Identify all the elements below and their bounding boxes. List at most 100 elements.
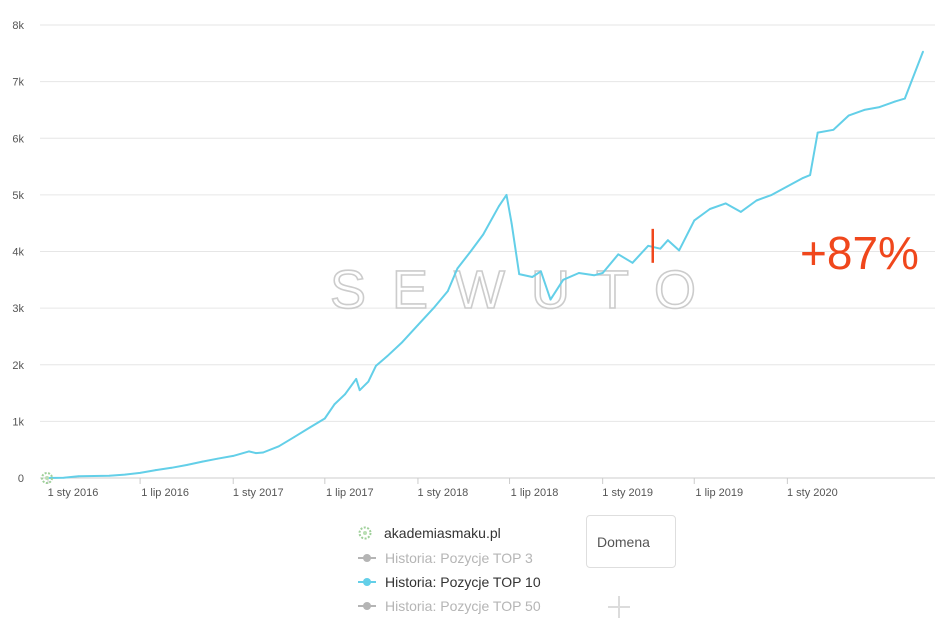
legend: akademiasmaku.pl Historia: Pozycje TOP 3…	[358, 520, 588, 618]
data-point	[659, 247, 662, 250]
data-point	[367, 380, 370, 383]
event-marker	[41, 228, 655, 484]
data-point	[847, 114, 850, 117]
data-point	[505, 193, 508, 196]
data-point	[108, 474, 111, 477]
data-point	[170, 466, 173, 469]
domain-favicon-icon	[41, 472, 53, 484]
data-point	[755, 199, 758, 202]
data-point	[248, 450, 250, 453]
x-tick-label: 1 lip 2018	[511, 487, 559, 499]
data-point	[709, 208, 711, 210]
data-point	[562, 278, 565, 281]
legend-line-icon	[358, 577, 376, 587]
data-point	[456, 267, 459, 270]
legend-line-icon	[358, 601, 376, 611]
growth-label: +87%	[800, 227, 919, 279]
data-point	[531, 276, 534, 278]
series-path	[47, 51, 924, 479]
data-point	[593, 274, 595, 277]
x-tick-label: 1 lip 2016	[141, 487, 189, 499]
data-point	[802, 176, 804, 179]
y-tick-label: 5k	[12, 190, 24, 202]
data-point	[255, 452, 257, 454]
legend-item-top50[interactable]: Historia: Pozycje TOP 50	[358, 594, 588, 618]
data-point	[375, 364, 377, 367]
y-tick-label: 0	[18, 473, 24, 485]
data-point	[809, 174, 812, 176]
data-point	[770, 193, 773, 196]
data-point	[446, 290, 449, 293]
data-point	[386, 355, 388, 358]
data-point	[355, 378, 358, 380]
data-point	[878, 106, 881, 109]
legend-item-label: Historia: Pozycje TOP 3	[385, 550, 533, 566]
y-tick-label: 8k	[12, 20, 24, 32]
y-tick-label: 6k	[12, 133, 24, 145]
data-point	[724, 202, 727, 205]
data-point	[262, 451, 264, 454]
data-point	[401, 341, 404, 343]
data-point	[518, 273, 521, 276]
data-point	[816, 131, 819, 134]
data-point	[667, 239, 669, 242]
y-tick-label: 3k	[12, 303, 24, 315]
data-point	[739, 210, 742, 213]
add-domain-plus-icon[interactable]	[606, 594, 632, 620]
data-point	[333, 403, 336, 406]
watermark-logo: SEWUTO	[329, 259, 722, 321]
x-axis: 1 sty 2016 1 lip 2016 1 sty 2017 1 lip 2017…	[47, 478, 838, 499]
data-point	[358, 389, 361, 392]
data-point	[344, 393, 346, 396]
data-point	[277, 445, 280, 448]
grid-lines	[40, 24, 935, 479]
x-tick-label: 1 lip 2017	[326, 487, 374, 499]
data-point	[922, 50, 924, 53]
data-point	[154, 469, 157, 471]
data-point	[903, 97, 906, 100]
y-tick-label: 7k	[12, 77, 24, 89]
y-tick-label: 1k	[12, 416, 24, 428]
domain-input[interactable]: Domena	[586, 515, 676, 568]
legend-item-top10[interactable]: Historia: Pozycje TOP 10	[358, 570, 588, 594]
data-point	[469, 250, 472, 253]
data-point	[498, 205, 500, 208]
data-point	[417, 324, 419, 327]
data-point	[323, 417, 326, 420]
x-tick-label: 1 sty 2019	[602, 487, 653, 499]
legend-item-label: Historia: Pozycje TOP 10	[385, 574, 541, 590]
data-point	[577, 272, 580, 274]
data-point	[139, 472, 142, 474]
data-point	[482, 233, 485, 236]
data-point	[308, 426, 311, 429]
x-tick-label: 1 sty 2017	[233, 487, 284, 499]
data-point	[62, 476, 65, 479]
data-point	[93, 475, 95, 477]
watermark-text: SEWUTO	[330, 260, 722, 320]
data-point	[631, 261, 634, 264]
data-point	[540, 270, 542, 273]
data-point	[693, 219, 696, 222]
data-point	[894, 100, 897, 103]
data-point	[786, 185, 789, 188]
x-tick-label: 1 sty 2020	[787, 487, 838, 499]
legend-domain[interactable]: akademiasmaku.pl	[358, 520, 588, 546]
legend-item-top3[interactable]: Historia: Pozycje TOP 3	[358, 546, 588, 570]
data-point	[232, 455, 235, 457]
domain-input-label: Domena	[597, 534, 650, 550]
data-point	[216, 457, 219, 460]
data-point	[678, 249, 680, 252]
data-point	[432, 307, 435, 310]
legend-line-icon	[358, 553, 376, 563]
data-point	[863, 109, 866, 111]
data-point	[201, 460, 204, 463]
data-point	[601, 272, 604, 274]
y-axis: 0 1k 2k 3k 4k 5k 6k 7k 8k	[12, 20, 24, 485]
legend-domain-label: akademiasmaku.pl	[384, 525, 501, 541]
data-point	[617, 253, 620, 256]
data-point	[124, 473, 126, 476]
data-point	[549, 298, 552, 301]
x-tick-label: 1 sty 2018	[418, 487, 469, 499]
legend-item-label: Historia: Pozycje TOP 50	[385, 598, 541, 614]
